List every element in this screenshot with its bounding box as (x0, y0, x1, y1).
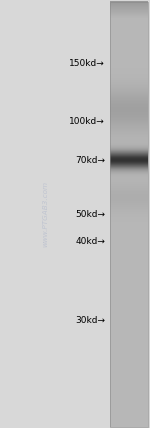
Text: www.PTGAB3.com: www.PTGAB3.com (42, 181, 48, 247)
Text: 150kd→: 150kd→ (69, 59, 105, 68)
Text: 40kd→: 40kd→ (75, 237, 105, 247)
Text: 50kd→: 50kd→ (75, 210, 105, 220)
Text: 100kd→: 100kd→ (69, 117, 105, 127)
Text: 30kd→: 30kd→ (75, 315, 105, 325)
Text: 70kd→: 70kd→ (75, 156, 105, 165)
Bar (110, 2, 148, 427)
